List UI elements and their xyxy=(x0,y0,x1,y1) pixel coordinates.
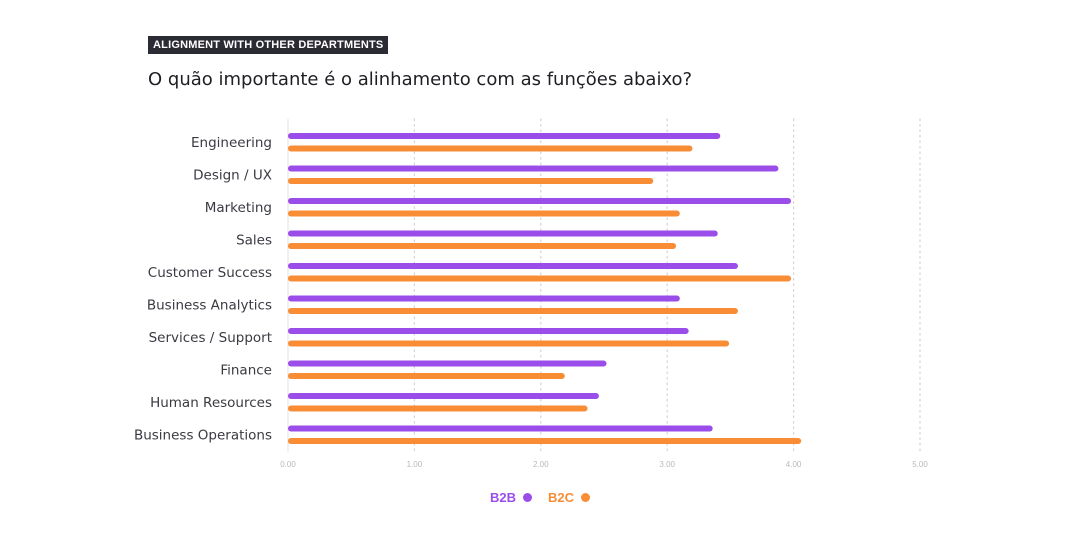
bar-b2b xyxy=(288,360,607,367)
chart-legend: B2B B2C xyxy=(0,490,1080,505)
bar-b2b xyxy=(288,165,779,172)
bar-b2b xyxy=(288,393,599,399)
bar-b2c xyxy=(288,438,802,444)
bar-b2b xyxy=(288,230,718,237)
bar-b2b xyxy=(288,425,713,432)
legend-item-b2c: B2C xyxy=(548,490,591,505)
legend-item-b2b: B2B xyxy=(490,490,532,505)
category-label: Finance xyxy=(220,363,272,379)
chart-question: O quão importante é o alinhamento com as… xyxy=(148,69,693,90)
category-label: Engineering xyxy=(191,135,272,151)
bar-b2c xyxy=(288,210,680,217)
x-tick-label: 0.00 xyxy=(280,460,296,469)
bar-b2b xyxy=(288,198,792,204)
bar-b2b xyxy=(288,133,721,139)
category-label: Customer Success xyxy=(148,265,272,281)
bar-b2b xyxy=(288,328,689,334)
category-label: Human Resources xyxy=(150,395,272,411)
bar-b2c xyxy=(288,243,677,249)
bar-b2b xyxy=(288,263,738,269)
bar-b2c xyxy=(288,405,588,412)
x-tick-label: 5.00 xyxy=(912,460,928,469)
bar-b2c xyxy=(288,145,693,152)
bar-b2c xyxy=(288,373,565,379)
x-tick-label: 4.00 xyxy=(786,460,802,469)
category-label: Sales xyxy=(236,233,272,249)
category-label: Services / Support xyxy=(149,330,272,346)
section-tag: ALIGNMENT WITH OTHER DEPARTMENTS xyxy=(148,36,389,54)
bar-b2c xyxy=(288,308,738,314)
bar-b2c xyxy=(288,275,792,282)
bar-b2c xyxy=(288,178,654,184)
x-tick-label: 2.00 xyxy=(533,460,549,469)
legend-dot-b2c xyxy=(581,493,591,502)
x-tick-label: 1.00 xyxy=(407,460,423,469)
legend-dot-b2b xyxy=(523,493,532,502)
legend-label-b2b: B2B xyxy=(489,490,516,505)
x-tick-label: 3.00 xyxy=(659,460,675,469)
category-label: Business Operations xyxy=(134,428,272,444)
category-label: Business Analytics xyxy=(147,298,272,314)
legend-label-b2c: B2C xyxy=(548,490,575,505)
bar-b2c xyxy=(288,340,730,347)
category-label: Marketing xyxy=(205,200,272,216)
bar-b2b xyxy=(288,295,680,302)
category-label: Design / UX xyxy=(193,168,272,184)
